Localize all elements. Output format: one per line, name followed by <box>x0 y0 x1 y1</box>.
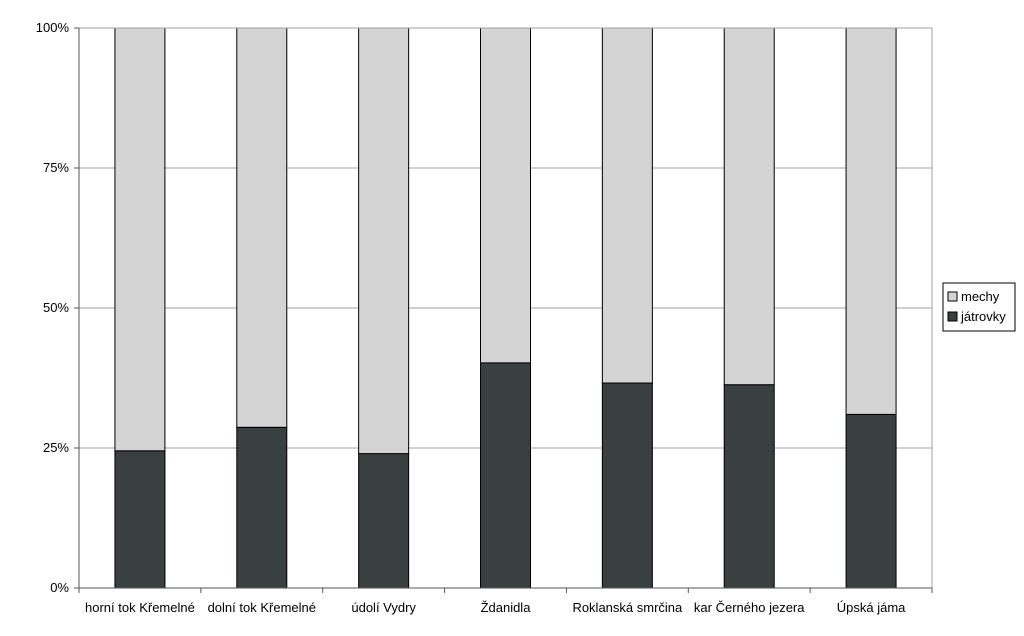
bar-segment-játrovky <box>236 426 288 589</box>
bar-segment-mechy <box>358 27 410 455</box>
bar-segment-mechy <box>601 27 653 384</box>
legend-swatch-mechy <box>947 291 958 302</box>
y-tick-label: 75% <box>43 160 69 175</box>
x-category-label: dolní tok Křemelné <box>208 600 316 615</box>
y-tick-label: 50% <box>43 300 69 315</box>
x-category-label: kar Černého jezera <box>694 600 805 615</box>
x-category-label: horní tok Křemelné <box>85 600 195 615</box>
y-tick-label: 0% <box>50 580 69 595</box>
bar-segment-mechy <box>480 27 531 364</box>
legend-swatch-játrovky <box>947 311 958 322</box>
legend: mechy játrovky <box>942 282 1016 332</box>
bar-segment-játrovky <box>845 413 897 589</box>
legend-box <box>942 282 1016 332</box>
axes <box>74 27 933 593</box>
bar-segment-játrovky <box>601 382 653 589</box>
x-category-label: údolí Vydry <box>351 600 416 615</box>
legend-label: mechy <box>961 289 1000 304</box>
y-tick-label: 100% <box>36 20 70 35</box>
bar-segment-játrovky <box>723 384 775 589</box>
x-category-label: Ždanidla <box>481 600 532 615</box>
bar-segment-játrovky <box>480 362 531 589</box>
bars <box>114 27 897 589</box>
labels: 0% 25% 50% 75% 100% horní tok Křemelné dolní t… <box>36 20 906 615</box>
x-category-label: Roklanská smrčina <box>572 600 683 615</box>
y-tick-label: 25% <box>43 440 69 455</box>
x-category-label: Úpská jáma <box>837 600 906 615</box>
bar-segment-mechy <box>845 27 897 415</box>
bar-segment-mechy <box>114 27 166 452</box>
bar-segment-mechy <box>723 27 775 386</box>
legend-label: játrovky <box>960 309 1006 324</box>
bar-segment-játrovky <box>358 453 410 589</box>
bar-segment-mechy <box>236 27 288 428</box>
bar-segment-játrovky <box>114 450 166 589</box>
